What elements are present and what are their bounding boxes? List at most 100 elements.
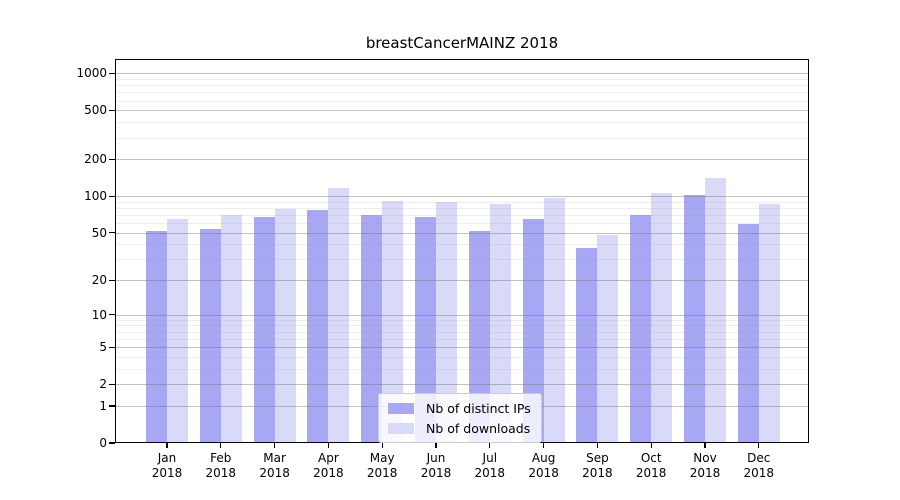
gridline-minor-7 xyxy=(115,331,809,333)
x-tick-aug xyxy=(543,443,545,448)
x-tick-jul xyxy=(489,443,491,448)
bar-downloads-jun xyxy=(436,201,457,443)
x-tick-label-jun: Jun 2018 xyxy=(404,451,468,481)
y-tick-10 xyxy=(109,314,115,316)
bar-distinct-ips-apr xyxy=(307,209,329,443)
gridline-major-2 xyxy=(115,384,809,386)
legend-swatch-downloads xyxy=(388,422,414,434)
y-tick-label-200: 200 xyxy=(84,152,107,167)
x-tick-mar xyxy=(274,443,276,448)
x-label-month: Apr xyxy=(318,451,339,465)
y-tick-label-50: 50 xyxy=(91,225,107,240)
bar-downloads-sep xyxy=(597,234,619,443)
y-tick-label-1000: 1000 xyxy=(76,66,107,81)
y-tick-50 xyxy=(109,232,115,234)
gridline-major-5 xyxy=(115,347,809,349)
y-tick-label-100: 100 xyxy=(84,189,107,204)
gridline-major-1000 xyxy=(115,73,809,75)
gridline-minor-60 xyxy=(115,223,809,225)
gridline-minor-6 xyxy=(115,338,809,340)
x-label-year: 2018 xyxy=(743,466,775,480)
y-tick-label-1: 1 xyxy=(99,398,107,413)
x-label-month: Jun xyxy=(426,451,446,465)
y-tick-500 xyxy=(109,109,115,112)
x-tick-label-aug: Aug 2018 xyxy=(512,451,576,481)
y-tick-20 xyxy=(109,279,115,281)
bar-distinct-ips-feb xyxy=(199,228,221,443)
bar-distinct-ips-oct xyxy=(630,214,652,443)
bar-downloads-apr xyxy=(328,187,350,443)
y-tick-label-20: 20 xyxy=(91,273,107,288)
bar-downloads-aug xyxy=(543,198,565,443)
bar-distinct-ips-dec xyxy=(737,223,759,443)
x-tick-label-oct: Oct 2018 xyxy=(619,451,683,481)
x-tick-label-mar: Mar 2018 xyxy=(243,451,307,481)
gridline-major-200 xyxy=(115,159,809,161)
y-tick-label-5: 5 xyxy=(99,340,107,355)
bar-distinct-ips-jul xyxy=(468,230,490,443)
bar-downloads-feb xyxy=(220,214,242,443)
y-tick-200 xyxy=(109,158,115,160)
y-tick-label-500: 500 xyxy=(84,103,107,118)
bar-downloads-mar xyxy=(274,209,296,443)
gridline-minor-4 xyxy=(115,356,809,358)
gridline-minor-800 xyxy=(115,85,809,87)
x-label-month: Sep xyxy=(586,451,609,465)
bar-distinct-ips-sep xyxy=(576,248,598,443)
x-tick-label-may: May 2018 xyxy=(350,451,414,481)
gridline-minor-40 xyxy=(115,244,809,246)
y-tick-2 xyxy=(109,383,115,385)
bar-distinct-ips-nov xyxy=(684,194,705,443)
x-tick-jan xyxy=(166,443,168,448)
bar-distinct-ips-jan xyxy=(146,230,167,443)
x-label-month: Mar xyxy=(263,451,286,465)
x-label-month: Aug xyxy=(531,451,556,465)
x-label-year: 2018 xyxy=(313,466,344,480)
bar-downloads-jul xyxy=(489,204,511,443)
legend-item-distinct-ips: Nb of distinct IPs xyxy=(388,400,531,416)
x-label-year: 2018 xyxy=(528,466,559,480)
gridline-major-500 xyxy=(115,110,809,112)
y-tick-1 xyxy=(109,405,115,407)
x-tick-label-feb: Feb 2018 xyxy=(189,451,253,481)
x-label-year: 2018 xyxy=(474,466,506,480)
x-tick-feb xyxy=(220,443,222,448)
x-tick-label-jul: Jul 2018 xyxy=(458,451,522,481)
x-tick-sep xyxy=(596,443,598,448)
y-tick-label-0: 0 xyxy=(99,436,107,450)
bar-distinct-ips-mar xyxy=(253,217,275,443)
x-label-month: May xyxy=(369,451,395,465)
legend-label-distinct-ips: Nb of distinct IPs xyxy=(426,400,531,416)
x-label-year: 2018 xyxy=(151,466,183,480)
y-tick-label-10: 10 xyxy=(91,307,107,322)
gridline-minor-80 xyxy=(115,207,809,209)
x-tick-oct xyxy=(650,443,652,448)
legend-swatch-distinct-ips xyxy=(388,402,414,414)
legend: Nb of distinct IPs Nb of downloads xyxy=(378,393,542,443)
gridline-minor-9 xyxy=(115,319,809,321)
y-tick-5 xyxy=(109,346,115,348)
x-label-month: Nov xyxy=(693,451,717,465)
y-tick-label-2: 2 xyxy=(99,377,107,392)
gridline-minor-300 xyxy=(115,137,809,139)
gridline-major-50 xyxy=(115,232,809,234)
x-label-year: 2018 xyxy=(635,466,667,480)
legend-item-downloads: Nb of downloads xyxy=(388,420,531,436)
plot-area: Nb of distinct IPs Nb of downloads xyxy=(115,59,809,443)
x-tick-nov xyxy=(704,443,706,448)
x-tick-jun xyxy=(435,443,437,448)
x-tick-apr xyxy=(327,443,329,448)
x-label-year: 2018 xyxy=(420,466,452,480)
x-label-month: Feb xyxy=(210,451,232,465)
gridline-minor-3 xyxy=(115,368,809,370)
x-tick-dec xyxy=(758,443,760,448)
bar-distinct-ips-aug xyxy=(522,218,544,443)
x-tick-label-apr: Apr 2018 xyxy=(296,451,360,481)
gridline-minor-900 xyxy=(115,79,809,81)
x-label-month: Jul xyxy=(482,451,498,465)
x-tick-label-sep: Sep 2018 xyxy=(565,451,629,481)
gridline-minor-90 xyxy=(115,201,809,203)
gridline-major-10 xyxy=(115,314,809,316)
x-label-month: Oct xyxy=(640,451,662,465)
